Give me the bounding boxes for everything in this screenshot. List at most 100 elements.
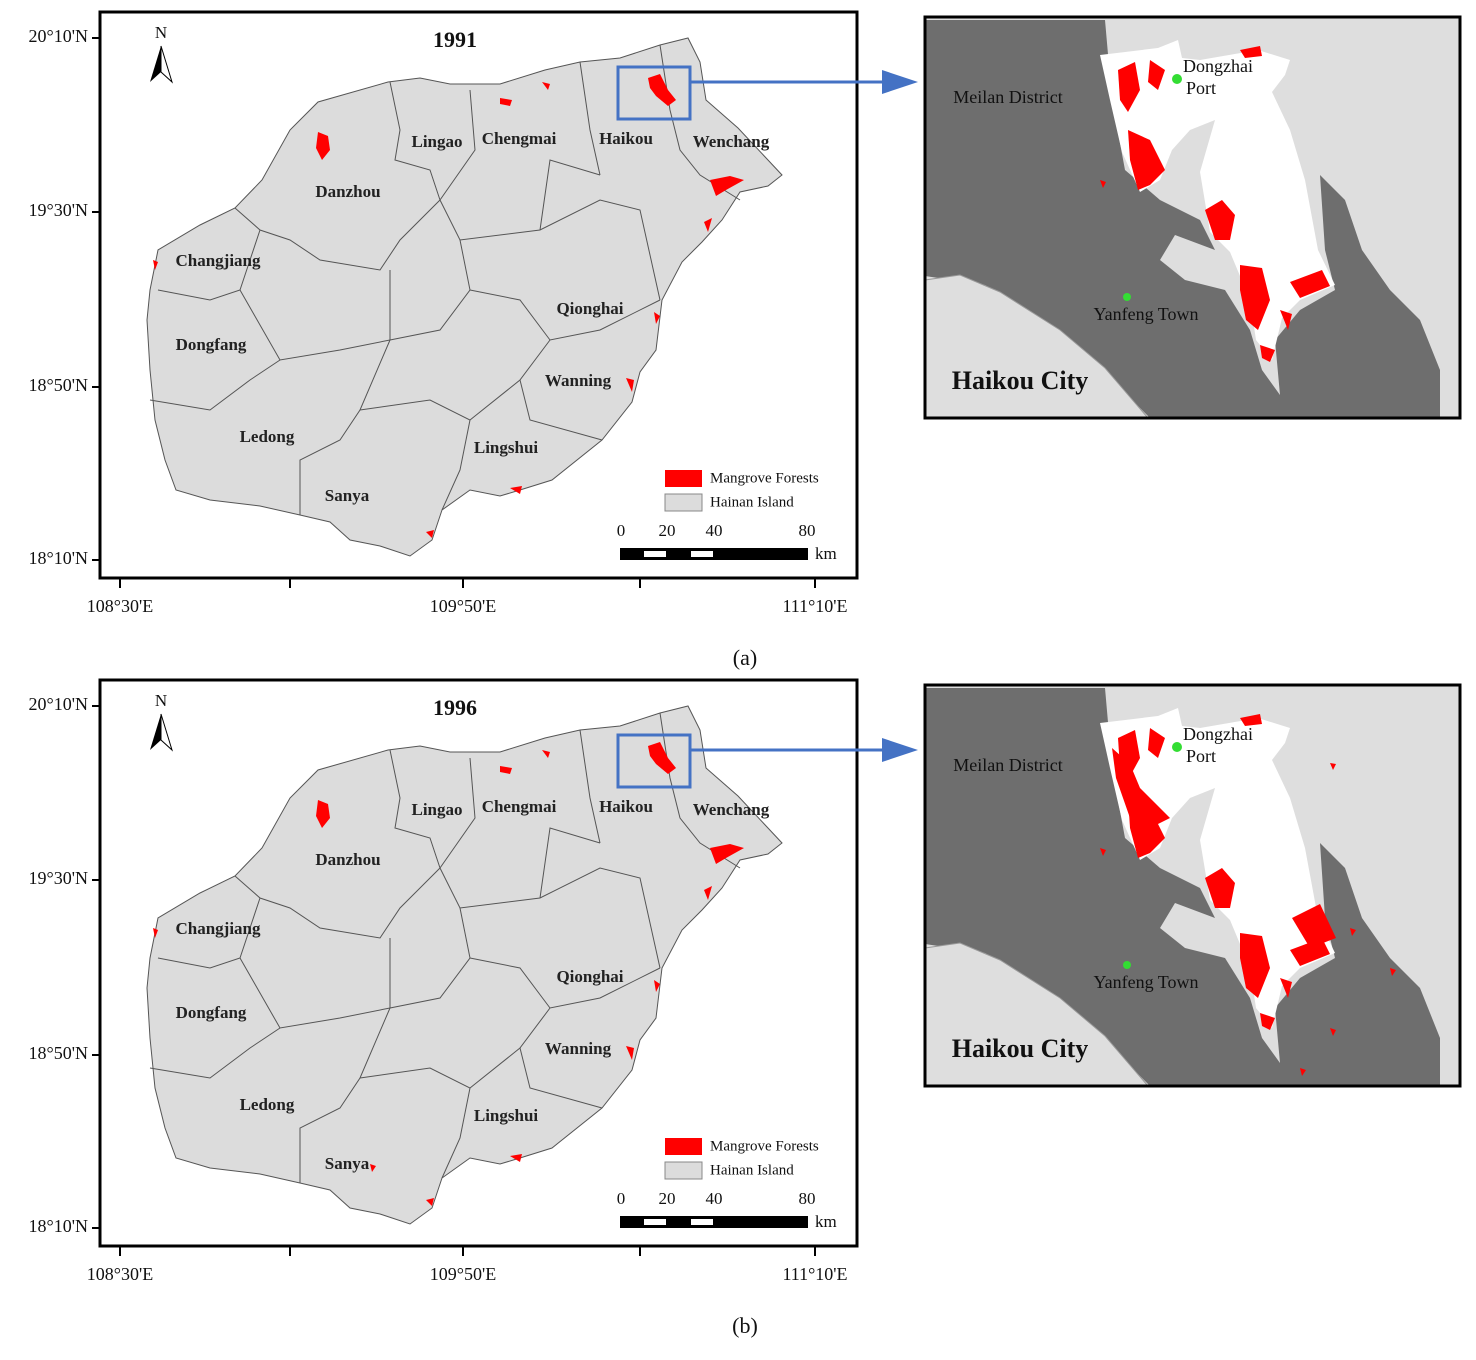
scale-unit: km [815,1212,837,1231]
district-border [389,907,471,1009]
district-border [389,749,441,869]
scale-bar [620,1216,808,1228]
panel: 1996 N 20°10'N 19°30'N 18°50'N 18°10'N 108°30'… [29,678,1462,1338]
district-label: Dongfang [176,335,247,354]
district-border [469,379,521,421]
mangrove [1240,714,1262,726]
lon-label: 108°30'E [87,596,153,616]
scale-label: 80 [799,521,816,540]
legend-label: Hainan Island [710,494,794,510]
district-label: Lingao [411,132,462,151]
scale-bar [691,551,713,557]
legend-swatch [665,1138,702,1155]
lon-label: 109°50'E [430,596,496,616]
scale-label: 40 [706,1189,723,1208]
district-label: Chengmai [482,129,557,148]
district-border [439,89,476,201]
district-label: Lingao [411,800,462,819]
mangrove [1100,180,1106,188]
mangrove [1280,978,1292,998]
mangrove [316,132,330,160]
caption: (a) [733,645,757,670]
district-label: Ledong [240,1095,295,1114]
lon-label: 111°10'E [782,1264,847,1284]
district-border [157,897,261,969]
district-label: Changjiang [175,919,261,938]
lat-label: 19°30'N [29,868,88,888]
scale-label: 20 [659,521,676,540]
mangrove [1148,60,1165,90]
lat-label: 20°10'N [29,26,88,46]
legend-swatch [665,470,702,487]
inset-city: Haikou City [952,366,1089,395]
mangrove [1390,968,1396,976]
district-label: Qionghai [556,299,623,318]
place-dot [1123,961,1131,969]
mangrove [710,844,744,864]
district-label: Haikou [599,129,653,148]
mangrove [370,1164,376,1172]
north-arrow [160,713,174,752]
inset-water [1100,40,1335,360]
scale-label: 0 [617,521,626,540]
district-border [149,359,281,411]
district-border [149,1027,281,1079]
mangrove [648,742,676,774]
inset-water [1100,708,1335,1028]
mangrove [1100,848,1106,856]
district-label: Changjiang [175,251,261,270]
mangrove [1330,763,1336,770]
district-label: Lingshui [474,438,539,457]
mangrove [500,98,512,106]
mangrove [1118,62,1140,112]
mangrove [1148,728,1165,758]
inset-box [616,733,692,789]
north-label: N [155,691,167,710]
mangrove [626,1046,634,1060]
legend-label: Mangrove Forests [710,1138,819,1154]
inset-label: Dongzhai [1183,724,1253,744]
inset-label: Meilan District [953,87,1062,107]
place-dot [1123,293,1131,301]
district-border [439,867,661,969]
district-label: Haikou [599,797,653,816]
legend-swatch [664,493,703,512]
mangrove [1292,904,1336,948]
mangrove [654,312,660,324]
district-label: Ledong [240,427,295,446]
district-label: Wanning [545,1039,612,1058]
mangrove [1260,345,1275,362]
legend-swatch [664,1161,703,1180]
district-border [239,289,391,361]
district-border [579,61,601,176]
lon-label: 108°30'E [87,1264,153,1284]
district-border [299,1007,391,1183]
caption: (b) [732,1313,758,1338]
district-border [579,729,601,844]
scale-bar [644,551,666,557]
mangrove [704,886,712,900]
district-border [519,1007,603,1109]
panel: 1991 N 20°10'N 19°30'N 18°50'N 18°10'N 108°30'… [29,10,1462,670]
scale-label: 20 [659,1189,676,1208]
district-label: Chengmai [482,797,557,816]
mangrove [510,1154,522,1162]
inset-label: Port [1186,746,1216,766]
district-border [389,239,471,341]
lat-label: 19°30'N [29,200,88,220]
scale-label: 80 [799,1189,816,1208]
scale-unit: km [815,544,837,563]
lat-label: 18°10'N [29,548,88,568]
mangrove [1350,928,1356,936]
district-label: Wenchang [693,800,770,819]
mangrove [500,766,512,774]
inset-label: Meilan District [953,755,1062,775]
scale-label: 40 [706,521,723,540]
mangrove [542,750,550,758]
scale-label: 0 [617,1189,626,1208]
district-border [539,827,601,899]
inset-arrow-head [882,738,918,762]
district-border [157,229,261,301]
district-border [299,339,391,515]
